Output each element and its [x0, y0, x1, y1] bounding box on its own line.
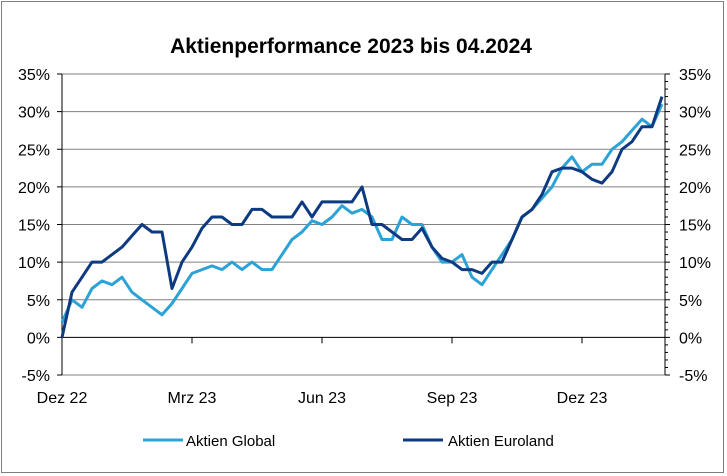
chart-title: Aktienperformance 2023 bis 04.2024 — [170, 35, 532, 58]
y-tick-label-left: 30% — [18, 105, 50, 122]
legend-label-global: Aktien Global — [186, 433, 275, 450]
series-lines — [60, 96, 664, 338]
x-tick-label: Jun 23 — [298, 390, 346, 407]
y-tick-label-left: 5% — [27, 293, 50, 310]
y-tick-label-right: 30% — [679, 105, 711, 122]
x-tick-label: Dez 22 — [37, 390, 88, 407]
y-tick-label-left: 10% — [18, 255, 50, 272]
y-tick-label-left: 25% — [18, 142, 50, 159]
axes: -5% -5% 0% 0% 5% 5% 10% 10% 15% 15% 20% 20% 25% 25% 30… — [18, 67, 711, 407]
y-tick-label-left: 0% — [27, 330, 50, 347]
y-tick-label-left: 15% — [18, 218, 50, 235]
y-tick-label-left: -5% — [22, 368, 50, 385]
series-line-euroland — [60, 96, 664, 338]
y-tick-label-right: 15% — [679, 218, 711, 235]
y-tick-label-left: 20% — [18, 180, 50, 197]
legend: Aktien Global Aktien Euroland — [143, 433, 554, 450]
y-tick-label-right: 20% — [679, 180, 711, 197]
gridlines — [62, 73, 665, 376]
y-tick-label-right: 5% — [679, 293, 702, 310]
y-tick-label-right: 10% — [679, 255, 711, 272]
legend-label-euroland: Aktien Euroland — [448, 433, 554, 450]
y-tick-label-right: -5% — [679, 368, 707, 385]
y-tick-label-right: 0% — [679, 330, 702, 347]
series-line-global — [60, 103, 664, 323]
x-tick-label: Dez 23 — [557, 390, 608, 407]
x-tick-label: Sep 23 — [427, 390, 478, 407]
y-tick-label-left: 35% — [18, 67, 50, 84]
y-tick-label-right: 35% — [679, 67, 711, 84]
y-tick-label-right: 25% — [679, 142, 711, 159]
x-tick-label: Mrz 23 — [168, 390, 217, 407]
